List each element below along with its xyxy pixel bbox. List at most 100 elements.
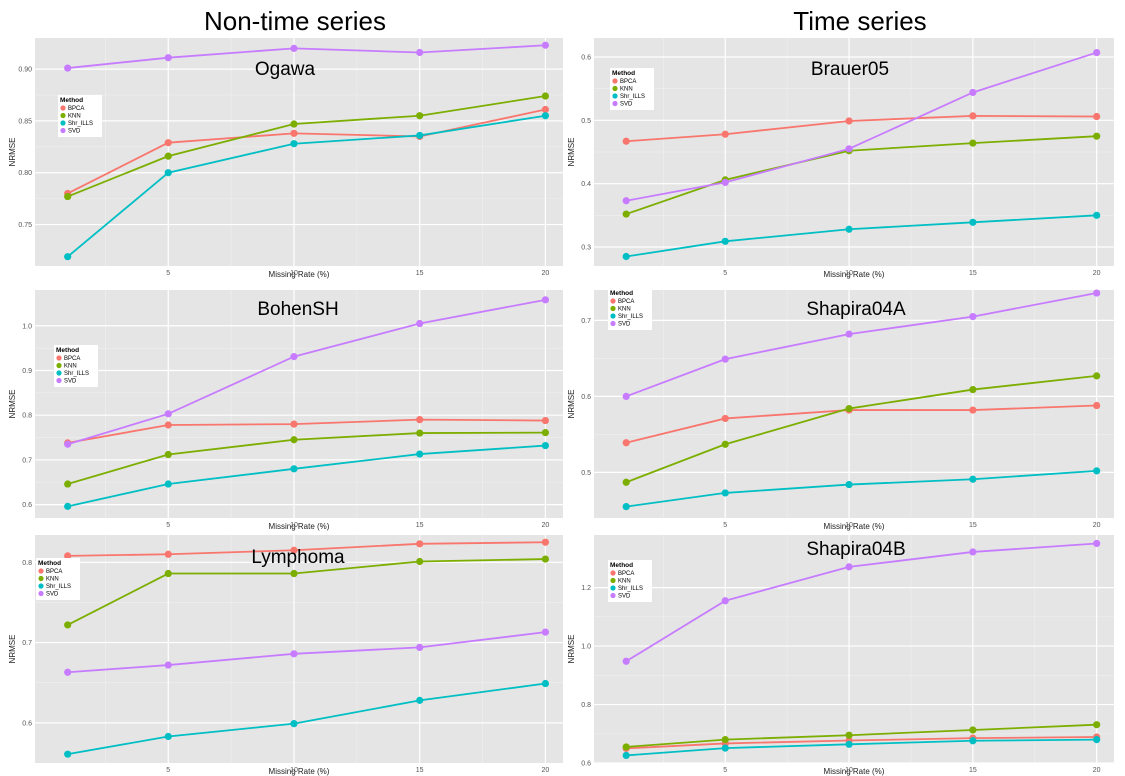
data-point-svd: [164, 661, 172, 669]
chart-shapira04a: 5 10 15 20 0.5 0.6 0.7 Missing Rate (%) NRMSE Sha…: [567, 288, 1114, 531]
legend-label: Shr_ILLS: [64, 371, 89, 377]
x-tick-label: 20: [542, 522, 550, 529]
data-point-svd: [845, 563, 853, 571]
x-tick-label: 5: [166, 270, 170, 277]
legend-key: [56, 370, 62, 376]
data-point-svd: [64, 64, 72, 72]
legend-key: [60, 105, 66, 111]
data-point-shr-ills: [721, 237, 729, 245]
legend-label: BPCA: [618, 571, 634, 577]
y-tick-label: 1.0: [22, 323, 32, 330]
data-point-shr-ills: [416, 450, 424, 458]
data-point-svd: [541, 628, 550, 636]
legend-key: [612, 93, 618, 99]
legend-key: [610, 577, 616, 584]
chart-shapira04b: 5 10 15 20 0.6 0.8 1.0 1.2 Missing Rate (%) NRMSE…: [567, 535, 1114, 776]
legend-label: Shr_ILLS: [68, 121, 93, 127]
legend-label: Shr_ILLS: [618, 314, 643, 320]
legend-label: Shr_ILLS: [618, 586, 643, 592]
x-tick-label: 10: [290, 270, 298, 277]
x-tick-label: 5: [166, 767, 170, 774]
data-point-bpca: [164, 421, 172, 429]
data-point-svd: [1093, 289, 1101, 297]
data-point-knn: [64, 480, 72, 488]
legend-key: [610, 592, 616, 599]
y-tick-label: 0.6: [581, 394, 591, 401]
data-point-svd: [541, 296, 550, 304]
plot-background: [594, 290, 1114, 518]
x-tick-label: 5: [723, 522, 727, 529]
data-point-bpca: [721, 130, 729, 138]
plot-background: [35, 535, 563, 763]
data-point-shr-ills: [845, 740, 853, 748]
chart-bohensh: 5 10 15 20 0.6 0.7 0.8 0.9 1.0 Missing Rate (%) NR…: [8, 290, 563, 531]
data-point-knn: [1093, 721, 1101, 729]
data-point-shr-ills: [541, 679, 550, 688]
legend-key: [38, 575, 44, 582]
plot-background: [35, 290, 563, 518]
x-tick-label: 20: [542, 767, 550, 774]
data-point-bpca: [969, 406, 977, 414]
y-tick-label: 0.90: [18, 67, 32, 74]
data-point-svd: [969, 88, 977, 97]
data-point-svd: [721, 355, 729, 363]
legend-label: BPCA: [68, 106, 84, 112]
data-point-bpca: [721, 414, 729, 423]
x-axis-label: Missing Rate (%): [269, 767, 330, 776]
y-tick-label: 0.3: [581, 245, 591, 252]
data-point-knn: [416, 429, 424, 437]
data-point-knn: [1093, 372, 1101, 380]
x-tick-label: 20: [1093, 522, 1101, 529]
data-point-svd: [845, 145, 853, 153]
y-tick-label: 0.6: [581, 55, 591, 62]
data-point-shr-ills: [64, 502, 72, 510]
legend-key: [60, 120, 66, 126]
y-tick-label: 0.5: [581, 118, 591, 125]
data-point-svd: [622, 197, 630, 205]
y-axis-label: NRMSE: [567, 138, 576, 167]
data-point-bpca: [290, 546, 298, 554]
legend-title: Method: [56, 347, 79, 354]
data-point-svd: [64, 668, 72, 676]
data-point-bpca: [290, 420, 298, 428]
legend-label: SVD: [46, 592, 59, 598]
data-point-svd: [845, 330, 853, 338]
data-point-knn: [845, 404, 853, 413]
data-point-bpca: [541, 416, 550, 425]
legend-label: Shr_ILLS: [620, 94, 645, 100]
data-point-svd: [721, 597, 729, 605]
y-tick-label: 0.8: [22, 560, 32, 567]
data-point-knn: [541, 555, 550, 563]
data-point-knn: [845, 731, 853, 739]
y-axis-label: NRMSE: [8, 138, 17, 167]
data-point-bpca: [622, 439, 630, 447]
data-point-shr-ills: [1093, 736, 1101, 744]
x-tick-label: 10: [290, 522, 298, 529]
chart-title: Shapira04A: [806, 299, 906, 320]
legend-key: [610, 313, 616, 319]
data-point-shr-ills: [969, 737, 977, 745]
data-point-shr-ills: [721, 489, 729, 497]
legend-label: SVD: [68, 129, 81, 135]
y-tick-label: 0.8: [22, 413, 32, 420]
legend-label: SVD: [620, 102, 633, 108]
data-point-bpca: [1093, 112, 1101, 121]
data-point-knn: [164, 450, 172, 459]
plot-background: [594, 535, 1114, 763]
legend-key: [610, 570, 616, 576]
x-tick-label: 5: [723, 270, 727, 277]
legend-key: [60, 112, 66, 119]
legend-label: KNN: [68, 114, 81, 120]
data-point-svd: [416, 48, 424, 57]
y-tick-label: 0.7: [581, 318, 591, 325]
data-point-knn: [164, 569, 172, 578]
legend-title: Method: [610, 290, 633, 297]
x-tick-label: 15: [969, 767, 977, 774]
legend-key: [38, 590, 44, 597]
data-point-bpca: [541, 538, 550, 546]
data-point-knn: [721, 736, 729, 744]
